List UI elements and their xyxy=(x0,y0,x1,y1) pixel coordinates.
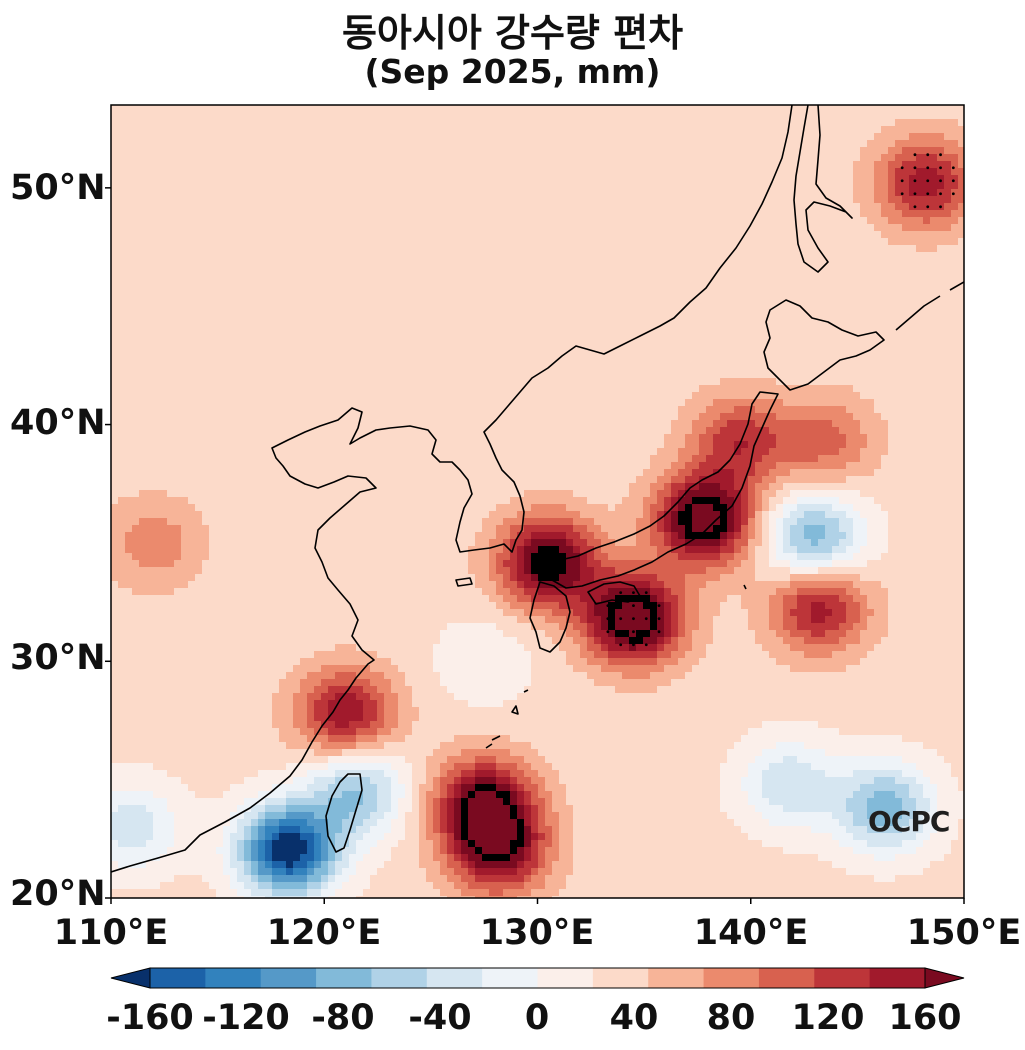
y-tick-40n: 40°N xyxy=(10,403,106,443)
colorbar-bin xyxy=(869,968,926,988)
stipple-dot xyxy=(913,153,917,157)
y-tick-50n: 50°N xyxy=(10,168,106,208)
stipple-dot xyxy=(913,205,917,209)
colorbar-bin xyxy=(316,968,372,988)
stipple-dot xyxy=(644,643,648,647)
jeju-coastline xyxy=(455,577,473,587)
stipple-dot xyxy=(619,591,623,595)
stipple-dot xyxy=(913,166,917,170)
colorbar-label-neg40: -40 xyxy=(408,998,472,1038)
colorbar-label-80: 80 xyxy=(706,998,756,1038)
colorbar-bin xyxy=(205,968,262,988)
stipple-dot xyxy=(939,179,942,183)
colorbar xyxy=(110,967,965,989)
stipple-dot xyxy=(632,643,635,647)
colorbar-bin xyxy=(703,968,760,988)
stipple-dot xyxy=(900,179,904,183)
colorbar-bin xyxy=(260,968,317,988)
stipple-dot xyxy=(619,604,623,608)
stipple-dot xyxy=(913,192,917,196)
stipple-dot xyxy=(657,604,661,608)
stipple-dot xyxy=(900,192,904,196)
stipple-dot xyxy=(606,617,610,621)
colorbar-label-160: 160 xyxy=(888,998,962,1038)
stipple-dot xyxy=(632,591,635,595)
x-tick-140e: 140°E xyxy=(693,913,809,953)
stipple-dot xyxy=(644,617,648,621)
x-tick-110e: 110°E xyxy=(53,913,169,953)
stipple-dot xyxy=(926,166,930,170)
x-tick-130e: 130°E xyxy=(479,913,595,953)
colorbar-bin xyxy=(482,968,538,988)
stipple-dot xyxy=(632,604,635,608)
kyushu-coastline xyxy=(529,581,571,653)
stipple-dot xyxy=(632,630,635,634)
stipple-dot xyxy=(619,643,623,647)
stipple-dot xyxy=(939,166,942,170)
stipple-dot xyxy=(606,630,610,634)
stipple-dot xyxy=(926,205,930,209)
colorbar-bin xyxy=(758,968,815,988)
colorbar-extend-max xyxy=(924,967,965,989)
colorbar-bin xyxy=(814,968,871,988)
stipple-dot xyxy=(619,617,623,621)
sakhalin-coastline xyxy=(793,105,853,273)
colorbar-label-40: 40 xyxy=(609,998,659,1038)
ocpc-logo: OCPC xyxy=(868,805,950,838)
colorbar-extend-min xyxy=(110,967,151,989)
mainland-coastline xyxy=(111,105,793,873)
stipple-dot xyxy=(619,630,623,634)
shikoku-coastline xyxy=(587,581,641,605)
y-tick-30n: 30°N xyxy=(10,638,106,678)
colorbar-bin xyxy=(537,968,594,988)
stipple-dot xyxy=(644,591,648,595)
stipple-dot xyxy=(951,166,955,170)
izu-coastline xyxy=(743,584,747,590)
x-tick-120e: 120°E xyxy=(266,913,382,953)
stipple-dot xyxy=(926,179,930,183)
stipple-dot xyxy=(644,630,648,634)
x-tick-150e: 150°E xyxy=(906,913,1022,953)
colorbar-outline xyxy=(149,967,926,989)
colorbar-bin xyxy=(648,968,705,988)
colorbar-bin xyxy=(592,968,649,988)
map-subtitle: (Sep 2025, mm) xyxy=(364,52,661,91)
okinawa-coastline xyxy=(511,705,519,715)
stipple-dot xyxy=(951,192,955,196)
taiwan-coastline xyxy=(325,773,363,853)
stipple-dot xyxy=(939,153,942,157)
colorbar-label-neg80: -80 xyxy=(311,998,375,1038)
colorbar-bin xyxy=(150,968,206,988)
stipple-dot xyxy=(632,617,635,621)
colorbar-bin xyxy=(426,968,483,988)
map-title: 동아시아 강수량 편차 xyxy=(341,11,684,55)
stipple-dot xyxy=(900,166,904,170)
colorbar-label-120: 120 xyxy=(791,998,865,1038)
stipple-dot xyxy=(939,205,942,209)
colorbar-label-neg160: -160 xyxy=(106,998,194,1038)
honshu-coastline xyxy=(543,391,779,589)
coastlines xyxy=(111,105,964,873)
stipple-dot xyxy=(606,604,610,608)
hokkaido-coastline xyxy=(763,299,885,391)
stipple-dot xyxy=(657,630,661,634)
y-tick-20n: 20°N xyxy=(10,874,106,914)
anomaly-field xyxy=(111,105,964,898)
ryukyu-islands xyxy=(485,689,529,749)
colorbar-bin xyxy=(371,968,428,988)
stipple-dot xyxy=(926,153,930,157)
colorbar-label-neg120: -120 xyxy=(202,998,290,1038)
stipple-dot xyxy=(657,617,661,621)
stipple-dot xyxy=(939,192,942,196)
stipple-dot xyxy=(644,604,648,608)
kuril-coastline xyxy=(895,281,964,331)
significance-stippling xyxy=(606,153,955,647)
colorbar-label-0: 0 xyxy=(524,998,550,1038)
stipple-dot xyxy=(951,179,955,183)
stipple-dot xyxy=(913,179,917,183)
stipple-dot xyxy=(926,192,930,196)
